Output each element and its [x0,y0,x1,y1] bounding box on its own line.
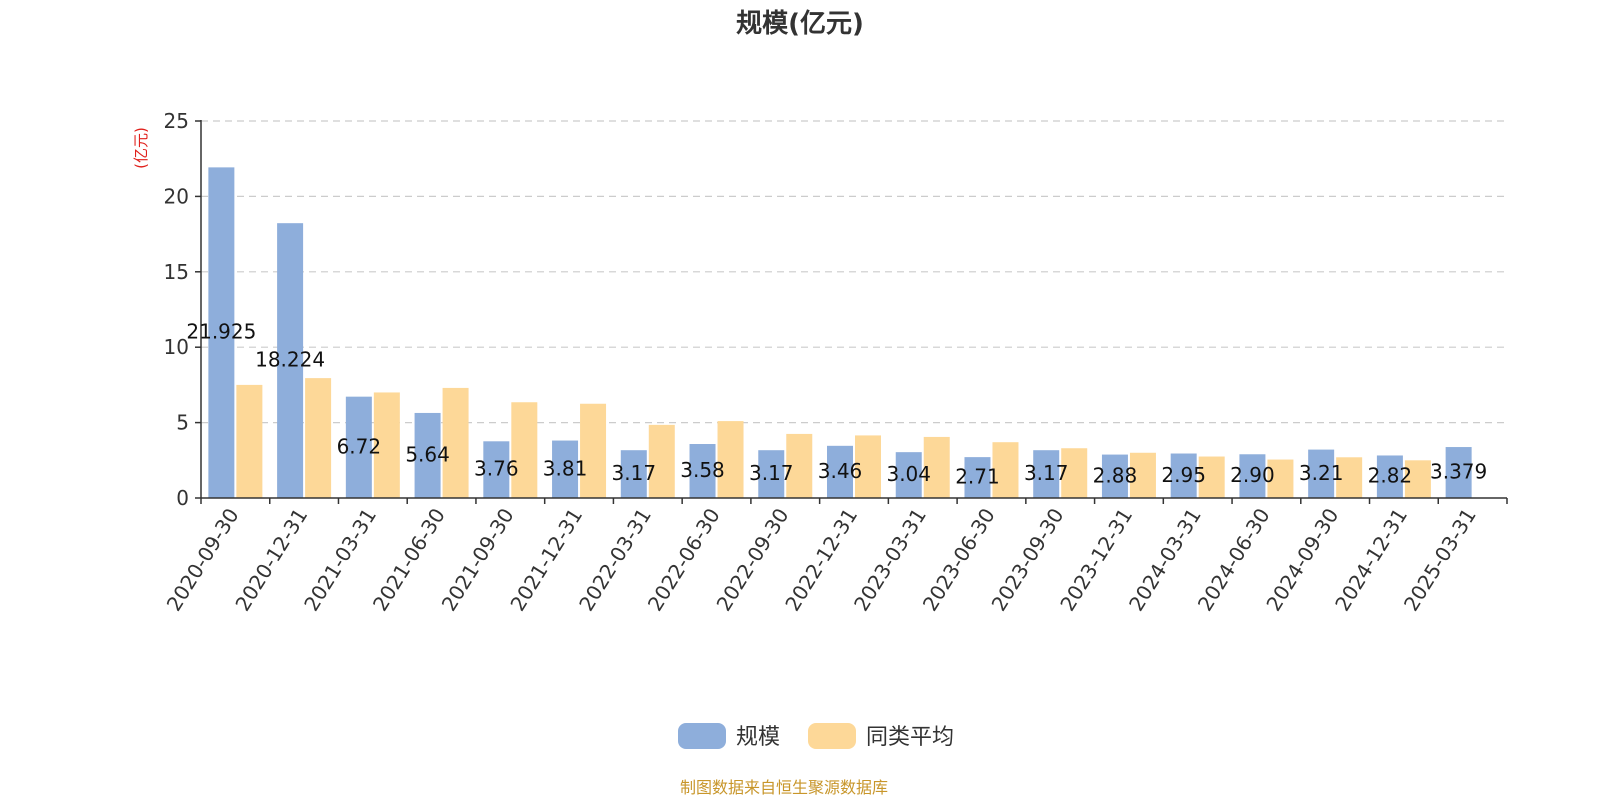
bar-scale [758,450,785,498]
bar-peer-average [1404,460,1431,498]
bar-peer-average [992,442,1019,498]
bar-peer-average [442,387,469,498]
data-label: 21.925 [186,320,256,344]
bar-scale [345,396,372,498]
bars [208,167,1472,499]
x-tick-label: 2021-09-30 [437,504,519,615]
x-tick-label: 2023-06-30 [918,504,1000,615]
bar-scale [277,223,304,499]
bar-scale [689,444,716,498]
bar-scale [483,441,510,498]
y-tick-label: 10 [164,335,189,359]
legend-label: 同类平均 [866,725,954,750]
x-tick-label: 2022-12-31 [780,504,862,615]
y-tick-label: 20 [164,184,189,208]
data-label: 3.46 [818,459,863,483]
y-tick-label: 5 [176,411,189,435]
bar-peer-average [373,392,400,498]
data-label: 3.17 [749,461,794,485]
x-tick-label: 2020-12-31 [230,504,312,615]
bar-scale [414,412,441,498]
data-label: 2.71 [955,465,1000,489]
y-tick-label: 0 [176,486,189,510]
bar-peer-average [923,436,950,498]
bar-peer-average [1336,457,1363,498]
bar-scale [1445,447,1472,498]
bar-scale [1308,449,1335,498]
bar-peer-average [511,402,538,498]
bar-peer-average [305,378,332,498]
data-label: 6.72 [337,434,382,458]
data-label: 3.81 [543,456,588,480]
data-label: 3.76 [474,457,519,481]
bar-peer-average [1061,448,1088,498]
bar-scale [1376,455,1403,498]
y-tick-label: 15 [164,260,189,284]
x-tick-label: 2021-12-31 [505,504,587,615]
bar-peer-average [648,424,675,498]
bar-scale [620,450,647,498]
y-tick-labels: 0 5 10 15 20 25 [164,109,189,510]
legend-item-peer-average[interactable]: 同类平均 [808,723,954,750]
bar-peer-average [717,421,744,498]
bar-scale [1239,454,1266,498]
x-tick-label: 2020-09-30 [162,504,244,615]
data-labels: 21.925 18.224 6.72 5.64 3.76 3.81 3.17 3.58 3.17… [186,320,1487,489]
bar-peer-average [786,433,813,498]
bar-scale [964,457,991,498]
bar-scale [827,445,853,498]
bar-scale [1170,453,1197,498]
bar-scale [552,440,579,498]
x-tick-label: 2022-09-30 [712,504,794,615]
x-tick-label: 2022-06-30 [643,504,725,615]
x-tick-label: 2021-03-31 [299,504,381,615]
bar-peer-average [1129,452,1156,498]
legend-swatch [678,723,726,749]
data-label: 2.82 [1368,464,1413,488]
x-tick-label: 2025-03-31 [1399,504,1481,615]
data-label: 3.17 [1024,461,1069,485]
chart-title: 规模(亿元) [736,9,864,39]
x-tick-label: 2023-03-31 [849,504,931,615]
gridlines [201,120,1507,424]
x-tick-label: 2024-03-31 [1124,504,1206,615]
source-note: 制图数据来自恒生聚源数据库 [680,778,888,797]
x-tick-labels: 2020-09-302020-12-312021-03-312021-06-30… [162,504,1481,615]
data-label: 18.224 [255,348,325,372]
bar-scale [1033,450,1060,498]
data-label: 3.04 [886,462,931,486]
x-tick-label: 2024-12-31 [1330,504,1412,615]
bar-peer-average [1267,459,1294,498]
data-label: 2.88 [1093,463,1138,487]
x-tick-label: 2024-09-30 [1261,504,1343,615]
data-label: 5.64 [405,442,450,466]
y-tick-label: 25 [164,109,189,133]
data-label: 2.95 [1161,463,1206,487]
legend[interactable]: 规模 同类平均 [678,723,954,750]
legend-item-scale[interactable]: 规模 [678,723,780,750]
y-axis-unit-label: (亿元) [132,127,150,169]
bar-scale [208,167,235,498]
bar-scale [895,452,922,498]
data-label: 3.379 [1430,460,1487,484]
bar-peer-average [236,384,263,498]
data-label: 3.21 [1299,461,1344,485]
axes [195,120,1508,504]
x-tick-label: 2022-03-31 [574,504,656,615]
data-label: 3.58 [680,458,725,482]
x-tick-label: 2021-06-30 [368,504,450,615]
legend-label: 规模 [736,725,780,750]
bar-peer-average [580,403,607,498]
data-label: 3.17 [612,461,657,485]
data-label: 2.90 [1230,463,1275,487]
x-tick-label: 2023-09-30 [987,504,1069,615]
bar-scale [1101,454,1128,498]
bar-peer-average [1198,456,1225,498]
legend-swatch [808,723,856,749]
x-tick-label: 2023-12-31 [1055,504,1137,615]
x-tick-label: 2024-06-30 [1193,504,1275,615]
bar-peer-average [855,435,881,498]
